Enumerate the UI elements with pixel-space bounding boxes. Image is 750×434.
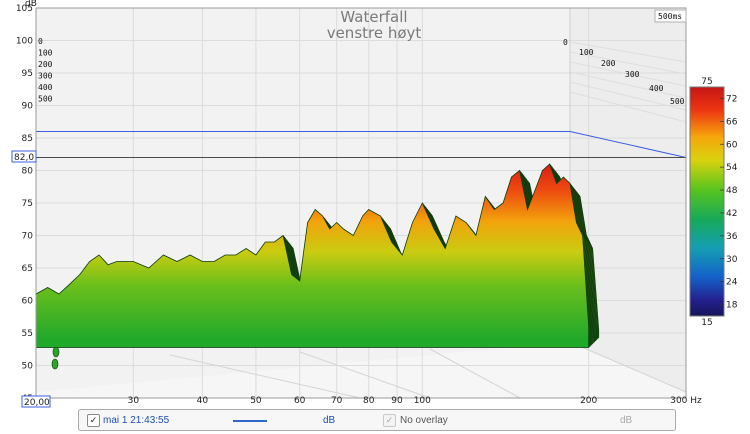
x-tick-label: 100 [414,396,431,406]
measurement-checkbox-icon[interactable]: ✓ [87,414,100,427]
y-readout: 82,0 [11,150,37,163]
y-tick-label: 70 [22,232,34,242]
time-slice-label: 200 [38,60,53,69]
color-scale-tick: 18 [726,301,738,311]
chart-subtitle: venstre høyt [327,24,422,42]
time-slice-label: 400 [38,83,53,92]
time-slice-label: 200 [601,59,616,68]
y-tick-label: 100 [16,37,33,47]
y-axis-unit: dB [25,0,37,9]
x-tick-label: 60 [294,396,306,406]
time-slice-label: 0 [38,37,43,46]
color-scale-tick: 24 [726,278,738,288]
overlay-label[interactable]: No overlay [400,415,448,426]
chart-title: Waterfall [340,8,407,26]
measurement-name[interactable]: mai 1 21:43:55 [103,415,170,426]
time-window-badge: 500ms [654,9,687,23]
color-scale-tick: 48 [726,186,738,196]
x-tick-label: 40 [197,396,209,406]
overlay-unit: dB [620,415,633,426]
x-tick-label: 30 [128,396,140,406]
y-axis: 4550556065707580859095100105 [16,4,33,404]
right-wall [570,8,686,392]
trace-swatch [233,420,267,422]
svg-text:500ms: 500ms [658,12,682,21]
measurement-unit: dB [323,415,336,426]
color-scale-tick: 36 [726,232,738,242]
waterfall-surface [35,163,600,370]
color-scale-tick: 15 [701,318,712,328]
color-scale: 75 72 66 60 54 48 42 36 30 24 18 15 [689,77,738,328]
y-tick-label: 80 [22,167,34,177]
svg-text:82,0: 82,0 [14,153,34,163]
x-tick-label: 50 [250,396,262,406]
time-slice-label: 100 [38,49,53,58]
color-scale-tick: 30 [726,255,738,265]
time-slice-label: 0 [563,38,568,47]
x-tick-label: 200 [580,396,597,406]
overlay-checkbox-icon[interactable]: ✓ [383,414,396,427]
color-scale-tick: 66 [726,117,738,127]
y-tick-label: 65 [22,264,33,274]
x-tick-label: 70 [331,396,343,406]
color-scale-tick: 42 [726,209,737,219]
svg-text:20,00: 20,00 [24,398,50,408]
y-tick-label: 60 [22,297,34,307]
time-slice-label: 500 [670,97,685,106]
x-tick-label: 300 Hz [670,396,702,406]
color-scale-tick: 54 [726,163,738,173]
color-scale-tick: 75 [701,77,712,87]
y-tick-label: 75 [22,199,33,209]
surface-slice [35,163,590,348]
y-tick-label: 50 [22,362,34,372]
x-axis: 30 40 50 60 70 80 90 100 200 300 Hz [128,396,702,406]
time-slice-label: 400 [649,84,664,93]
y-tick-label: 105 [16,4,33,14]
x-tick-label: 90 [391,396,403,406]
y-tick-label: 95 [22,69,33,79]
color-scale-tick: 60 [726,140,738,150]
x-tick-label: 80 [363,396,375,406]
y-tick-label: 85 [22,134,33,144]
color-scale-tick: 72 [726,94,737,104]
y-tick-label: 90 [22,102,34,112]
time-slice-label: 300 [625,70,640,79]
x-readout: 20,00 [21,395,51,408]
reference-trace [36,131,687,158]
surface-fragment [51,358,59,370]
time-slice-labels: 0 100 200 300 400 500 0 100 200 300 400 500 [38,37,685,106]
time-slice-label: 500 [38,95,53,104]
surface-fragment [52,346,60,358]
time-slice-label: 300 [38,72,53,81]
legend-panel: ✓ mai 1 21:43:55 dB ✓ No overlay dB [78,409,676,431]
time-slice-label: 100 [579,48,594,57]
y-tick-label: 55 [22,329,33,339]
plot-frame [35,7,687,399]
